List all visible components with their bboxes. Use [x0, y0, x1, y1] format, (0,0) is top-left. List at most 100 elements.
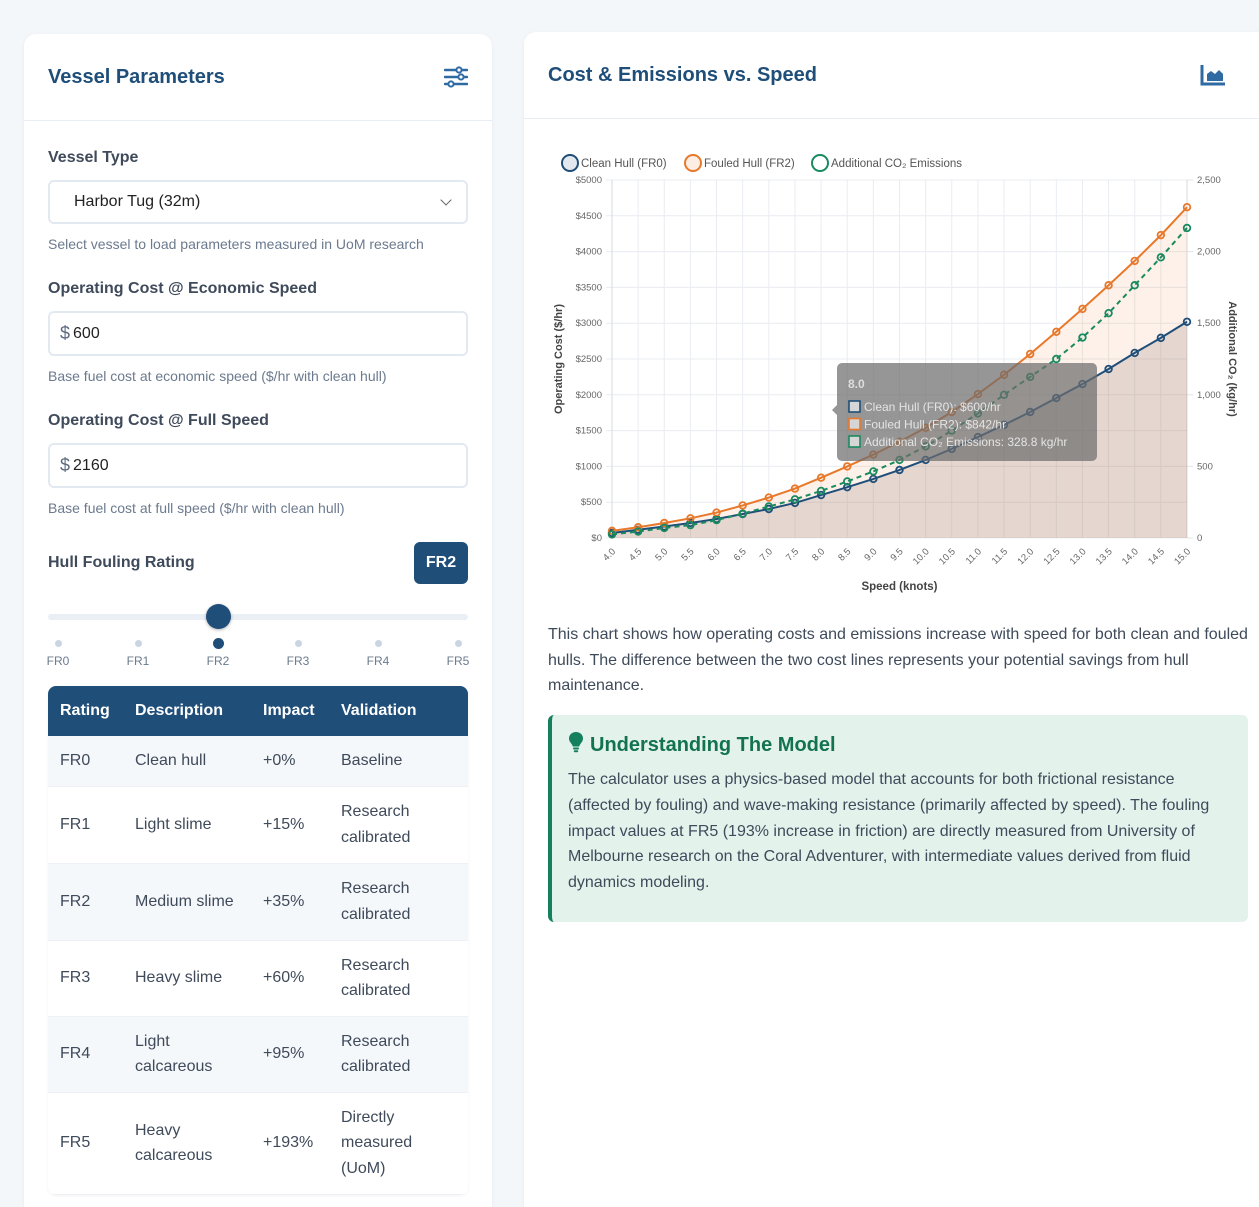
cell-rating: FR3 — [48, 940, 123, 1017]
svg-text:1,000: 1,000 — [1197, 390, 1221, 401]
slider-tick-fr4[interactable]: FR4 — [358, 640, 398, 668]
svg-text:14.5: 14.5 — [1146, 546, 1167, 567]
svg-text:$5000: $5000 — [576, 175, 602, 186]
chart-title: Cost & Emissions vs. Speed — [548, 63, 817, 86]
cell-validation: Research calibrated — [329, 940, 468, 1017]
cell-validation: Research calibrated — [329, 786, 468, 864]
svg-text:8.0: 8.0 — [848, 377, 865, 391]
svg-text:$2500: $2500 — [576, 354, 602, 365]
cost-emissions-chart[interactable]: $0 $500 $1000 $1500 $2000 $2500 $3000 $3500 $400… — [548, 142, 1259, 622]
model-info-box: Understanding The Model The calculator u… — [548, 715, 1248, 922]
svg-text:13.0: 13.0 — [1068, 546, 1089, 567]
svg-text:9.0: 9.0 — [862, 546, 879, 563]
panel-title: Vessel Parameters — [48, 65, 225, 88]
svg-text:$2000: $2000 — [576, 390, 602, 401]
table-row: FR2 Medium slime +35% Research calibrated — [48, 863, 468, 941]
cell-description: Light calcareous — [123, 1016, 251, 1093]
fouling-rating-badge: FR2 — [414, 542, 468, 584]
model-text: The calculator uses a physics-based mode… — [568, 771, 1210, 892]
svg-text:Clean Hull (FR0): Clean Hull (FR0) — [581, 158, 667, 170]
svg-text:12.0: 12.0 — [1015, 546, 1036, 567]
cell-impact: +0% — [251, 736, 329, 787]
svg-text:2,500: 2,500 — [1197, 175, 1221, 186]
svg-text:500: 500 — [1197, 461, 1213, 472]
vessel-type-label: Vessel Type — [48, 149, 139, 166]
chart-panel: Cost & Emissions vs. Speed $0 $500 $1000 $1… — [524, 32, 1259, 1207]
model-title-row: Understanding The Model — [568, 731, 1232, 759]
slider-tick-fr0[interactable]: FR0 — [38, 640, 78, 668]
dollar-prefix: $ — [60, 455, 71, 475]
svg-text:Additional CO₂ (kg/hr): Additional CO₂ (kg/hr) — [1226, 301, 1238, 417]
table-row: FR4 Light calcareous +95% Research calibrat… — [48, 1016, 468, 1093]
tick-label: FR4 — [366, 654, 390, 668]
tick-label: FR5 — [446, 654, 470, 668]
svg-text:$4500: $4500 — [576, 211, 602, 222]
tick-dot — [294, 640, 302, 647]
fouling-rating-table: Rating Description Impact Validation FR0… — [48, 686, 468, 1195]
fouling-rating-slider[interactable] — [48, 604, 468, 629]
svg-text:7.0: 7.0 — [758, 546, 775, 563]
full-cost-help: Base fuel cost at full speed ($/hr with … — [48, 500, 345, 516]
cell-description: Medium slime — [123, 863, 251, 941]
svg-text:$1000: $1000 — [576, 461, 602, 472]
svg-text:0: 0 — [1197, 533, 1202, 544]
slider-ticks: FR0 FR1 FR2 FR3 FR4 FR5 — [47, 638, 469, 680]
cell-validation: Research calibrated — [329, 863, 468, 941]
fouling-rating-label: Hull Fouling Rating — [48, 554, 195, 571]
tick-dot — [374, 640, 382, 647]
svg-text:4.0: 4.0 — [601, 546, 618, 563]
svg-text:$4000: $4000 — [576, 247, 602, 258]
svg-text:Clean Hull (FR0): $600/hr: Clean Hull (FR0): $600/hr — [864, 400, 1001, 414]
table-row: FR3 Heavy slime +60% Research calibrated — [48, 940, 468, 1017]
svg-text:8.0: 8.0 — [810, 546, 827, 563]
panel-header: Vessel Parameters — [24, 34, 492, 121]
slider-tick-fr2[interactable]: FR2 — [198, 638, 238, 668]
svg-text:5.5: 5.5 — [679, 546, 696, 563]
vessel-type-help: Select vessel to load parameters measure… — [48, 236, 424, 252]
svg-text:Fouled Hull (FR2): Fouled Hull (FR2) — [704, 158, 795, 170]
cell-validation: Research calibrated — [329, 1016, 468, 1093]
economic-cost-field[interactable]: $ — [48, 311, 468, 356]
svg-text:Fouled Hull (FR2): $842/hr: Fouled Hull (FR2): $842/hr — [864, 418, 1006, 432]
table-header-row: Rating Description Impact Validation — [48, 686, 468, 736]
dollar-prefix: $ — [60, 323, 71, 343]
tick-dot — [54, 640, 62, 647]
economic-cost-input[interactable] — [73, 324, 434, 343]
slider-tick-fr3[interactable]: FR3 — [278, 640, 318, 668]
svg-text:Operating Cost ($/hr): Operating Cost ($/hr) — [553, 304, 565, 414]
full-cost-input[interactable] — [73, 456, 434, 475]
slider-thumb[interactable] — [206, 604, 231, 629]
svg-text:$3000: $3000 — [576, 318, 602, 329]
slider-tick-fr5[interactable]: FR5 — [438, 640, 478, 668]
svg-text:$0: $0 — [591, 533, 602, 544]
svg-text:7.5: 7.5 — [784, 546, 801, 563]
table-row: FR1 Light slime +15% Research calibrated — [48, 786, 468, 864]
svg-text:4.5: 4.5 — [627, 546, 644, 563]
svg-text:13.5: 13.5 — [1094, 546, 1115, 567]
svg-text:$500: $500 — [581, 497, 602, 508]
slider-tick-fr1[interactable]: FR1 — [118, 640, 158, 668]
svg-text:14.0: 14.0 — [1120, 546, 1141, 567]
fouling-rating-row: Hull Fouling Rating FR2 — [48, 542, 468, 584]
svg-text:Additional CO₂ Emissions: Additional CO₂ Emissions — [831, 158, 962, 170]
svg-text:9.5: 9.5 — [888, 546, 905, 563]
vessel-type-select[interactable]: Harbor Tug (32m) — [48, 180, 468, 224]
svg-text:10.5: 10.5 — [937, 546, 958, 567]
svg-text:11.0: 11.0 — [964, 546, 984, 566]
full-cost-label: Operating Cost @ Full Speed — [48, 412, 269, 429]
full-cost-field[interactable]: $ — [48, 443, 468, 488]
tick-label: FR2 — [206, 654, 230, 668]
sliders-icon[interactable] — [444, 66, 468, 88]
model-title: Understanding The Model — [590, 733, 836, 756]
svg-text:8.5: 8.5 — [836, 546, 853, 563]
area-chart-icon[interactable] — [1200, 64, 1226, 86]
chart-description: This chart shows how operating costs and… — [548, 626, 1248, 694]
cell-validation: Directly measured (UoM) — [329, 1092, 468, 1195]
cell-rating: FR0 — [48, 736, 123, 787]
tick-label: FR0 — [46, 654, 70, 668]
cell-description: Clean hull — [123, 736, 251, 787]
svg-text:10.0: 10.0 — [911, 546, 932, 567]
svg-text:5.0: 5.0 — [653, 546, 670, 563]
tick-dot — [134, 640, 142, 647]
svg-text:Additional CO₂ Emissions: 328.: Additional CO₂ Emissions: 328.8 kg/hr — [864, 435, 1067, 449]
